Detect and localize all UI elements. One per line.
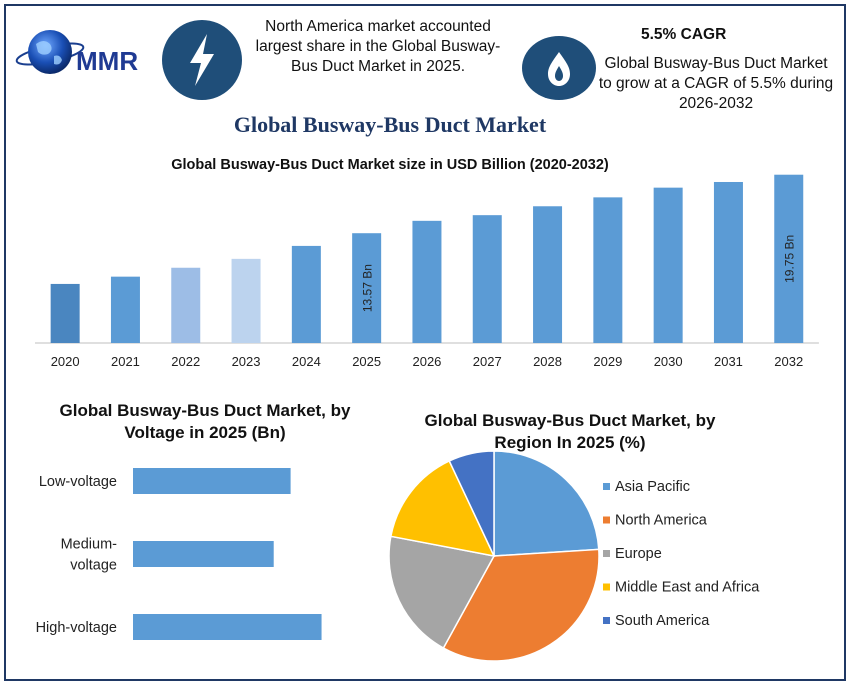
main-title: Global Busway-Bus Duct Market (233, 112, 547, 137)
bar-2029 (593, 197, 623, 343)
bar-2023 (231, 258, 261, 343)
voltage-label-0-0: Low-voltage (39, 474, 117, 490)
x-tick-2032: 2032 (774, 354, 803, 369)
cagr-description: Global Busway-Bus Duct Market to grow at… (598, 55, 834, 112)
legend-label-1: North America (615, 513, 708, 529)
x-tick-2020: 2020 (51, 354, 80, 369)
legend-swatch-2 (603, 550, 610, 557)
legend-swatch-0 (603, 483, 610, 490)
bar-2025 (352, 233, 382, 343)
voltage-bar-2 (133, 614, 322, 640)
x-tick-2025: 2025 (352, 354, 381, 369)
pie-slice-4 (448, 450, 495, 557)
x-tick-2029: 2029 (593, 354, 622, 369)
voltage-bar-0 (133, 468, 291, 494)
data-label-2032: 19.75 Bn (783, 235, 797, 283)
bar-2024 (291, 245, 321, 343)
mmr-logo: MMR (14, 22, 154, 84)
bar-2020 (50, 283, 80, 343)
voltage-chart-title-line1: Global Busway-Bus Duct Market, by (59, 401, 351, 420)
x-tick-2026: 2026 (412, 354, 441, 369)
pie-slice-0 (493, 450, 600, 557)
pie-slice-3 (389, 459, 496, 558)
x-tick-2031: 2031 (714, 354, 743, 369)
region-chart-title: Global Busway-Bus Duct Market, by Region… (395, 410, 745, 454)
x-tick-2024: 2024 (292, 354, 321, 369)
region-chart-title-line1: Global Busway-Bus Duct Market, by (424, 411, 716, 430)
x-tick-2030: 2030 (654, 354, 683, 369)
voltage-label-2-0: High-voltage (36, 620, 117, 636)
legend-label-4: South America (615, 613, 710, 629)
legend-label-2: Europe (615, 546, 662, 562)
market-size-chart-title: Global Busway-Bus Duct Market size in US… (171, 157, 609, 173)
voltage-chart-title-line2: Voltage in 2025 (Bn) (124, 423, 286, 442)
region-chart-title-line2: Region In 2025 (%) (494, 433, 646, 452)
highlight-north-america: North America market accounted largest s… (255, 18, 501, 75)
cagr-title: 5.5% CAGR (641, 26, 727, 43)
x-tick-2021: 2021 (111, 354, 140, 369)
bar-2026 (412, 220, 442, 343)
bar-2022 (171, 267, 201, 343)
legend-label-0: Asia Pacific (615, 479, 690, 495)
pie-slice-2 (388, 535, 496, 650)
bar-2027 (472, 215, 502, 343)
voltage-chart-title: Global Busway-Bus Duct Market, by Voltag… (40, 400, 370, 444)
bar-2030 (653, 187, 683, 343)
x-tick-2028: 2028 (533, 354, 562, 369)
bar-2021 (110, 276, 140, 343)
bar-2028 (533, 206, 563, 343)
legend-swatch-4 (603, 617, 610, 624)
flame-icon (522, 36, 596, 100)
x-tick-2022: 2022 (171, 354, 200, 369)
x-tick-2027: 2027 (473, 354, 502, 369)
voltage-bar-1 (133, 541, 274, 567)
legend-swatch-1 (603, 516, 610, 524)
legend-label-3: Middle East and Africa (615, 580, 760, 596)
lightning-bolt-icon (162, 20, 242, 100)
voltage-label-1-1: voltage (70, 558, 117, 574)
legend-swatch-3 (603, 583, 610, 591)
data-label-2025: 13.57 Bn (361, 264, 375, 312)
x-tick-2023: 2023 (232, 354, 261, 369)
bar-2032 (774, 174, 804, 343)
voltage-label-1-0: Medium- (61, 537, 118, 553)
bar-2031 (713, 181, 743, 343)
logo-text: MMR (76, 46, 138, 76)
